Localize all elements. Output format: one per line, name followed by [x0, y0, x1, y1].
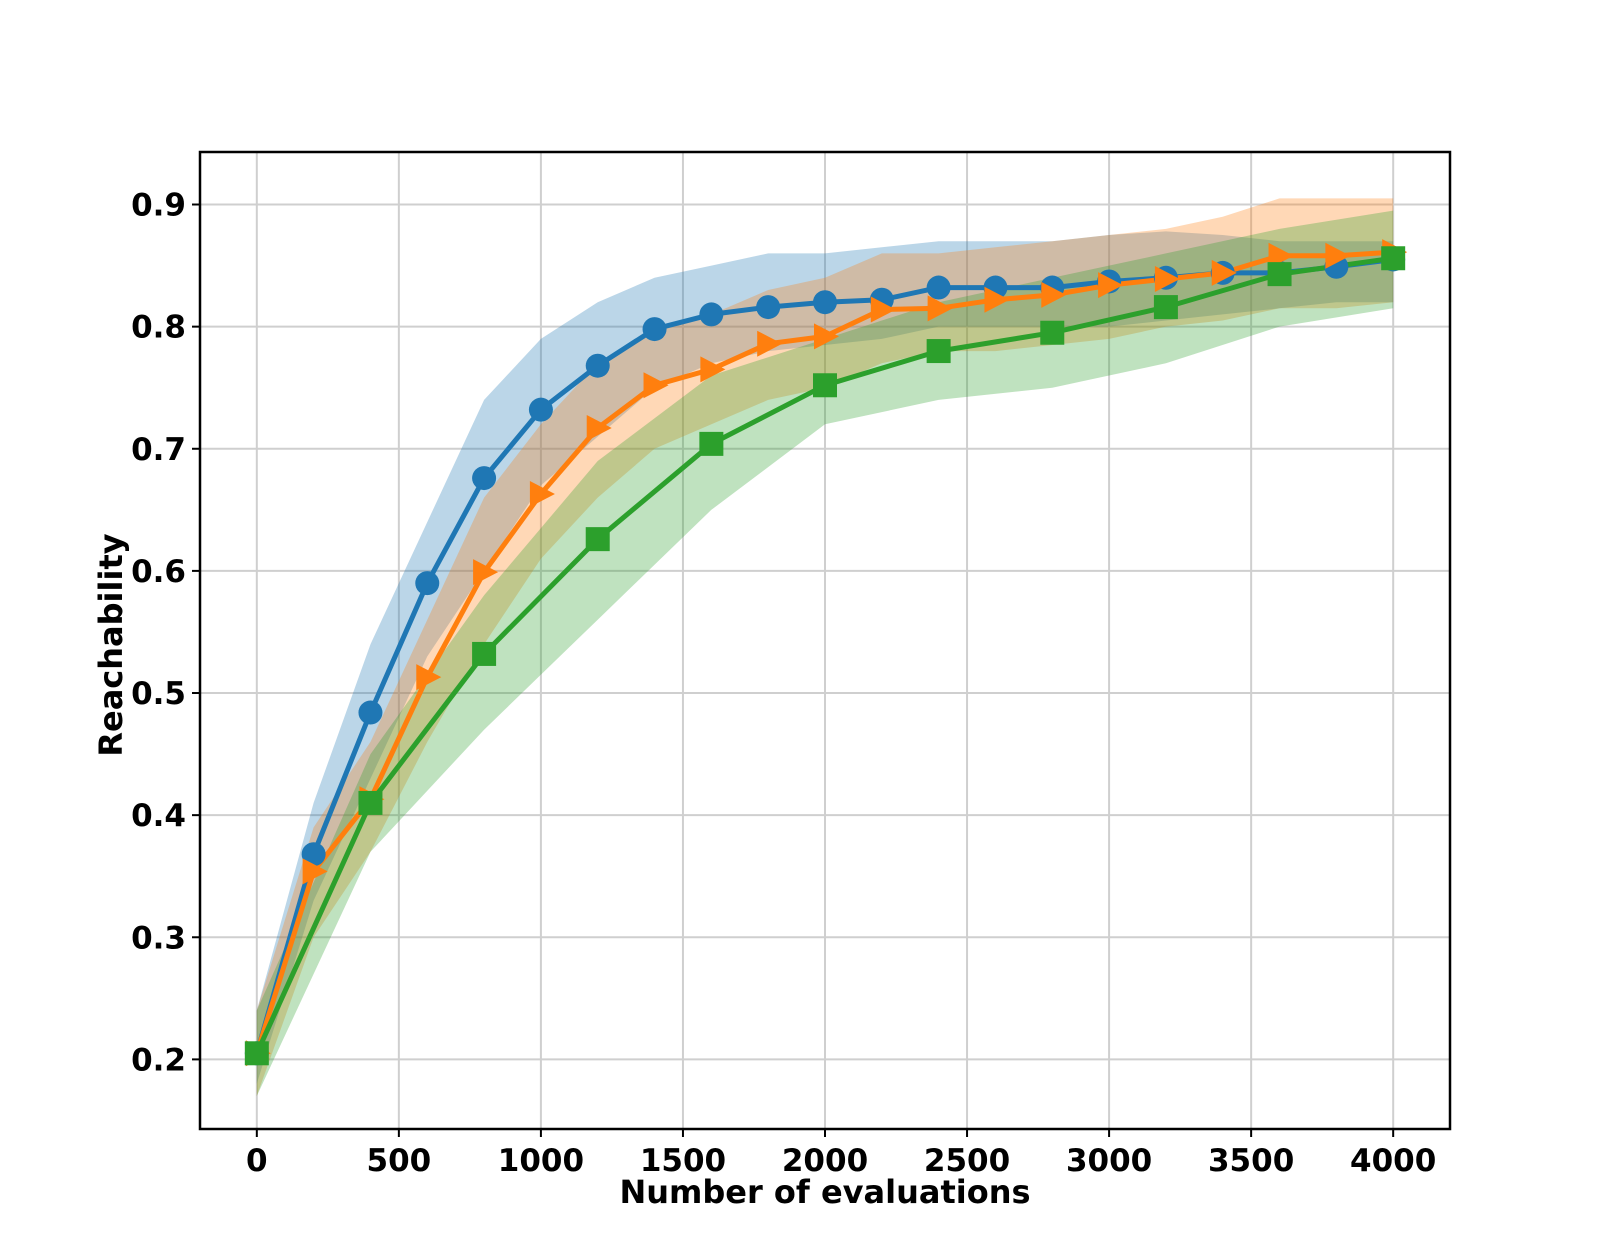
- series-3-point: [699, 431, 724, 456]
- y-axis-label: Reachability: [92, 533, 130, 756]
- series-1-point: [415, 571, 440, 596]
- series-1-band: [256, 231, 1394, 1084]
- series-3-point: [813, 373, 837, 398]
- series-3-point: [585, 527, 610, 552]
- series-3-point: [1381, 246, 1406, 271]
- series-3-point: [1040, 320, 1065, 345]
- x-tick-label: 1500: [640, 1143, 726, 1179]
- x-tick-label: 2000: [782, 1143, 868, 1179]
- series-2-point: [1154, 266, 1180, 293]
- y-tick-label: 0.4: [131, 798, 186, 834]
- x-axis-label: Number of evaluations: [619, 1173, 1030, 1211]
- y-tick-label: 0.3: [131, 920, 186, 956]
- series-1-point: [358, 700, 383, 725]
- series-1-point: [585, 353, 610, 378]
- series-2-point: [302, 858, 328, 885]
- series-3-point: [472, 641, 497, 666]
- y-tick-labels: 0.2 0.3 0.4 0.5 0.6 0.7 0.8 0.9: [131, 188, 186, 1079]
- series-2-point: [927, 295, 953, 322]
- tick-marks: [192, 203, 1395, 1137]
- series-3-point: [1267, 262, 1292, 287]
- grid-lines: [200, 152, 1450, 1129]
- series-1-point: [642, 317, 667, 342]
- series-2-point: [473, 559, 499, 586]
- series-2-point: [1098, 272, 1124, 299]
- series-2-point: [1041, 281, 1067, 308]
- series-3-point: [244, 1041, 269, 1066]
- y-tick-label: 0.8: [131, 310, 186, 346]
- series-1-point: [472, 466, 497, 491]
- y-tick-label: 0.2: [131, 1042, 186, 1078]
- series-1-point: [528, 397, 553, 422]
- series-2-point: [1211, 259, 1237, 286]
- series-3-point: [926, 339, 951, 364]
- y-tick-label: 0.7: [131, 432, 186, 468]
- series-2-point: [870, 296, 896, 323]
- series-1-point: [813, 290, 837, 315]
- x-tick-label: 0: [246, 1143, 268, 1179]
- series-2-point: [984, 286, 1010, 313]
- series-2-point: [814, 323, 839, 350]
- series-3-point: [358, 790, 383, 815]
- series-2-point: [1325, 242, 1351, 269]
- x-tick-label: 2500: [924, 1143, 1010, 1179]
- series-1-point: [301, 842, 326, 867]
- y-tick-label: 0.9: [131, 188, 186, 224]
- series-2-point: [643, 372, 669, 399]
- x-tick-label: 3500: [1208, 1143, 1294, 1179]
- x-tick-label: 500: [367, 1143, 432, 1179]
- series-2-point: [586, 415, 612, 442]
- y-tick-label: 0.5: [131, 676, 186, 712]
- series-2-point: [757, 330, 783, 357]
- x-tick-labels: 0 500 1000 1500 2000 2500 3000 3500 4000: [246, 1143, 1436, 1179]
- x-tick-label: 1000: [498, 1143, 584, 1179]
- series-markers: [244, 239, 1408, 1067]
- series-3-point: [1153, 295, 1178, 320]
- x-tick-label: 3000: [1066, 1143, 1152, 1179]
- y-tick-label: 0.6: [131, 554, 186, 590]
- series-2-point: [700, 356, 726, 383]
- series-2-point: [416, 664, 442, 691]
- series-1-point: [926, 275, 951, 300]
- series-1-point: [756, 295, 781, 320]
- x-tick-label: 4000: [1350, 1143, 1436, 1179]
- series-2-point: [529, 480, 555, 507]
- series-1-point: [699, 302, 724, 327]
